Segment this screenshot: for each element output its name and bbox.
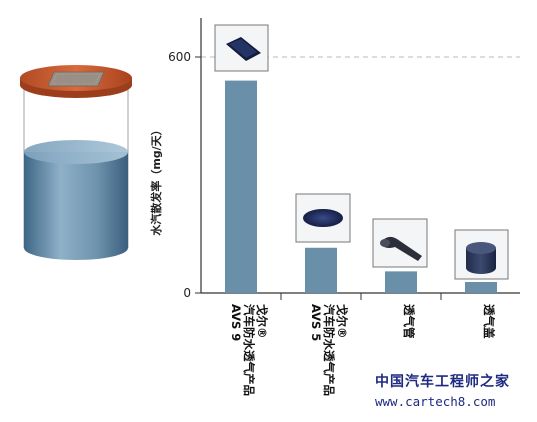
vent-patch: [47, 71, 105, 87]
vent-tube-thumbnail: [372, 218, 428, 268]
watermark-name: 中国汽车工程师之家: [375, 374, 510, 390]
category-separators: [280, 293, 442, 300]
category-label-avs9-line-2: 汽车防水透气产品: [242, 304, 256, 396]
watermark-url: www.cartech8.com: [375, 394, 496, 409]
bar-avs5: [305, 247, 337, 293]
category-label-avs5-line-3: AVS 5: [309, 304, 323, 341]
category-label-avs5-line-1: 戈尔®: [335, 304, 349, 339]
y-tick-label-600: 600: [168, 50, 191, 64]
container-illustration: [20, 65, 132, 260]
vent-cap-thumbnail: [454, 229, 509, 280]
y-tick-label-0: 0: [183, 286, 191, 300]
bar-vent-tube: [385, 271, 417, 293]
bar-avs9: [225, 80, 257, 293]
category-label-vent-tube-line-1: 透气管: [402, 304, 416, 339]
category-label-avs9-line-1: 戈尔®: [255, 304, 269, 339]
category-label-avs9-line-3: AVS 9: [229, 304, 243, 341]
y-axis-label: 水汽散发率（mg/天）: [149, 124, 163, 235]
avs9-thumbnail: [214, 24, 269, 72]
avs5-thumbnail: [295, 193, 351, 243]
category-label-vent-cap-line-1: 透气盖: [482, 304, 496, 339]
bar-vent-cap: [465, 281, 497, 293]
watermark: 中国汽车工程师之家 www.cartech8.com: [375, 372, 535, 412]
category-label-avs5-line-2: 汽车防水透气产品: [322, 304, 336, 396]
water: [24, 140, 128, 260]
